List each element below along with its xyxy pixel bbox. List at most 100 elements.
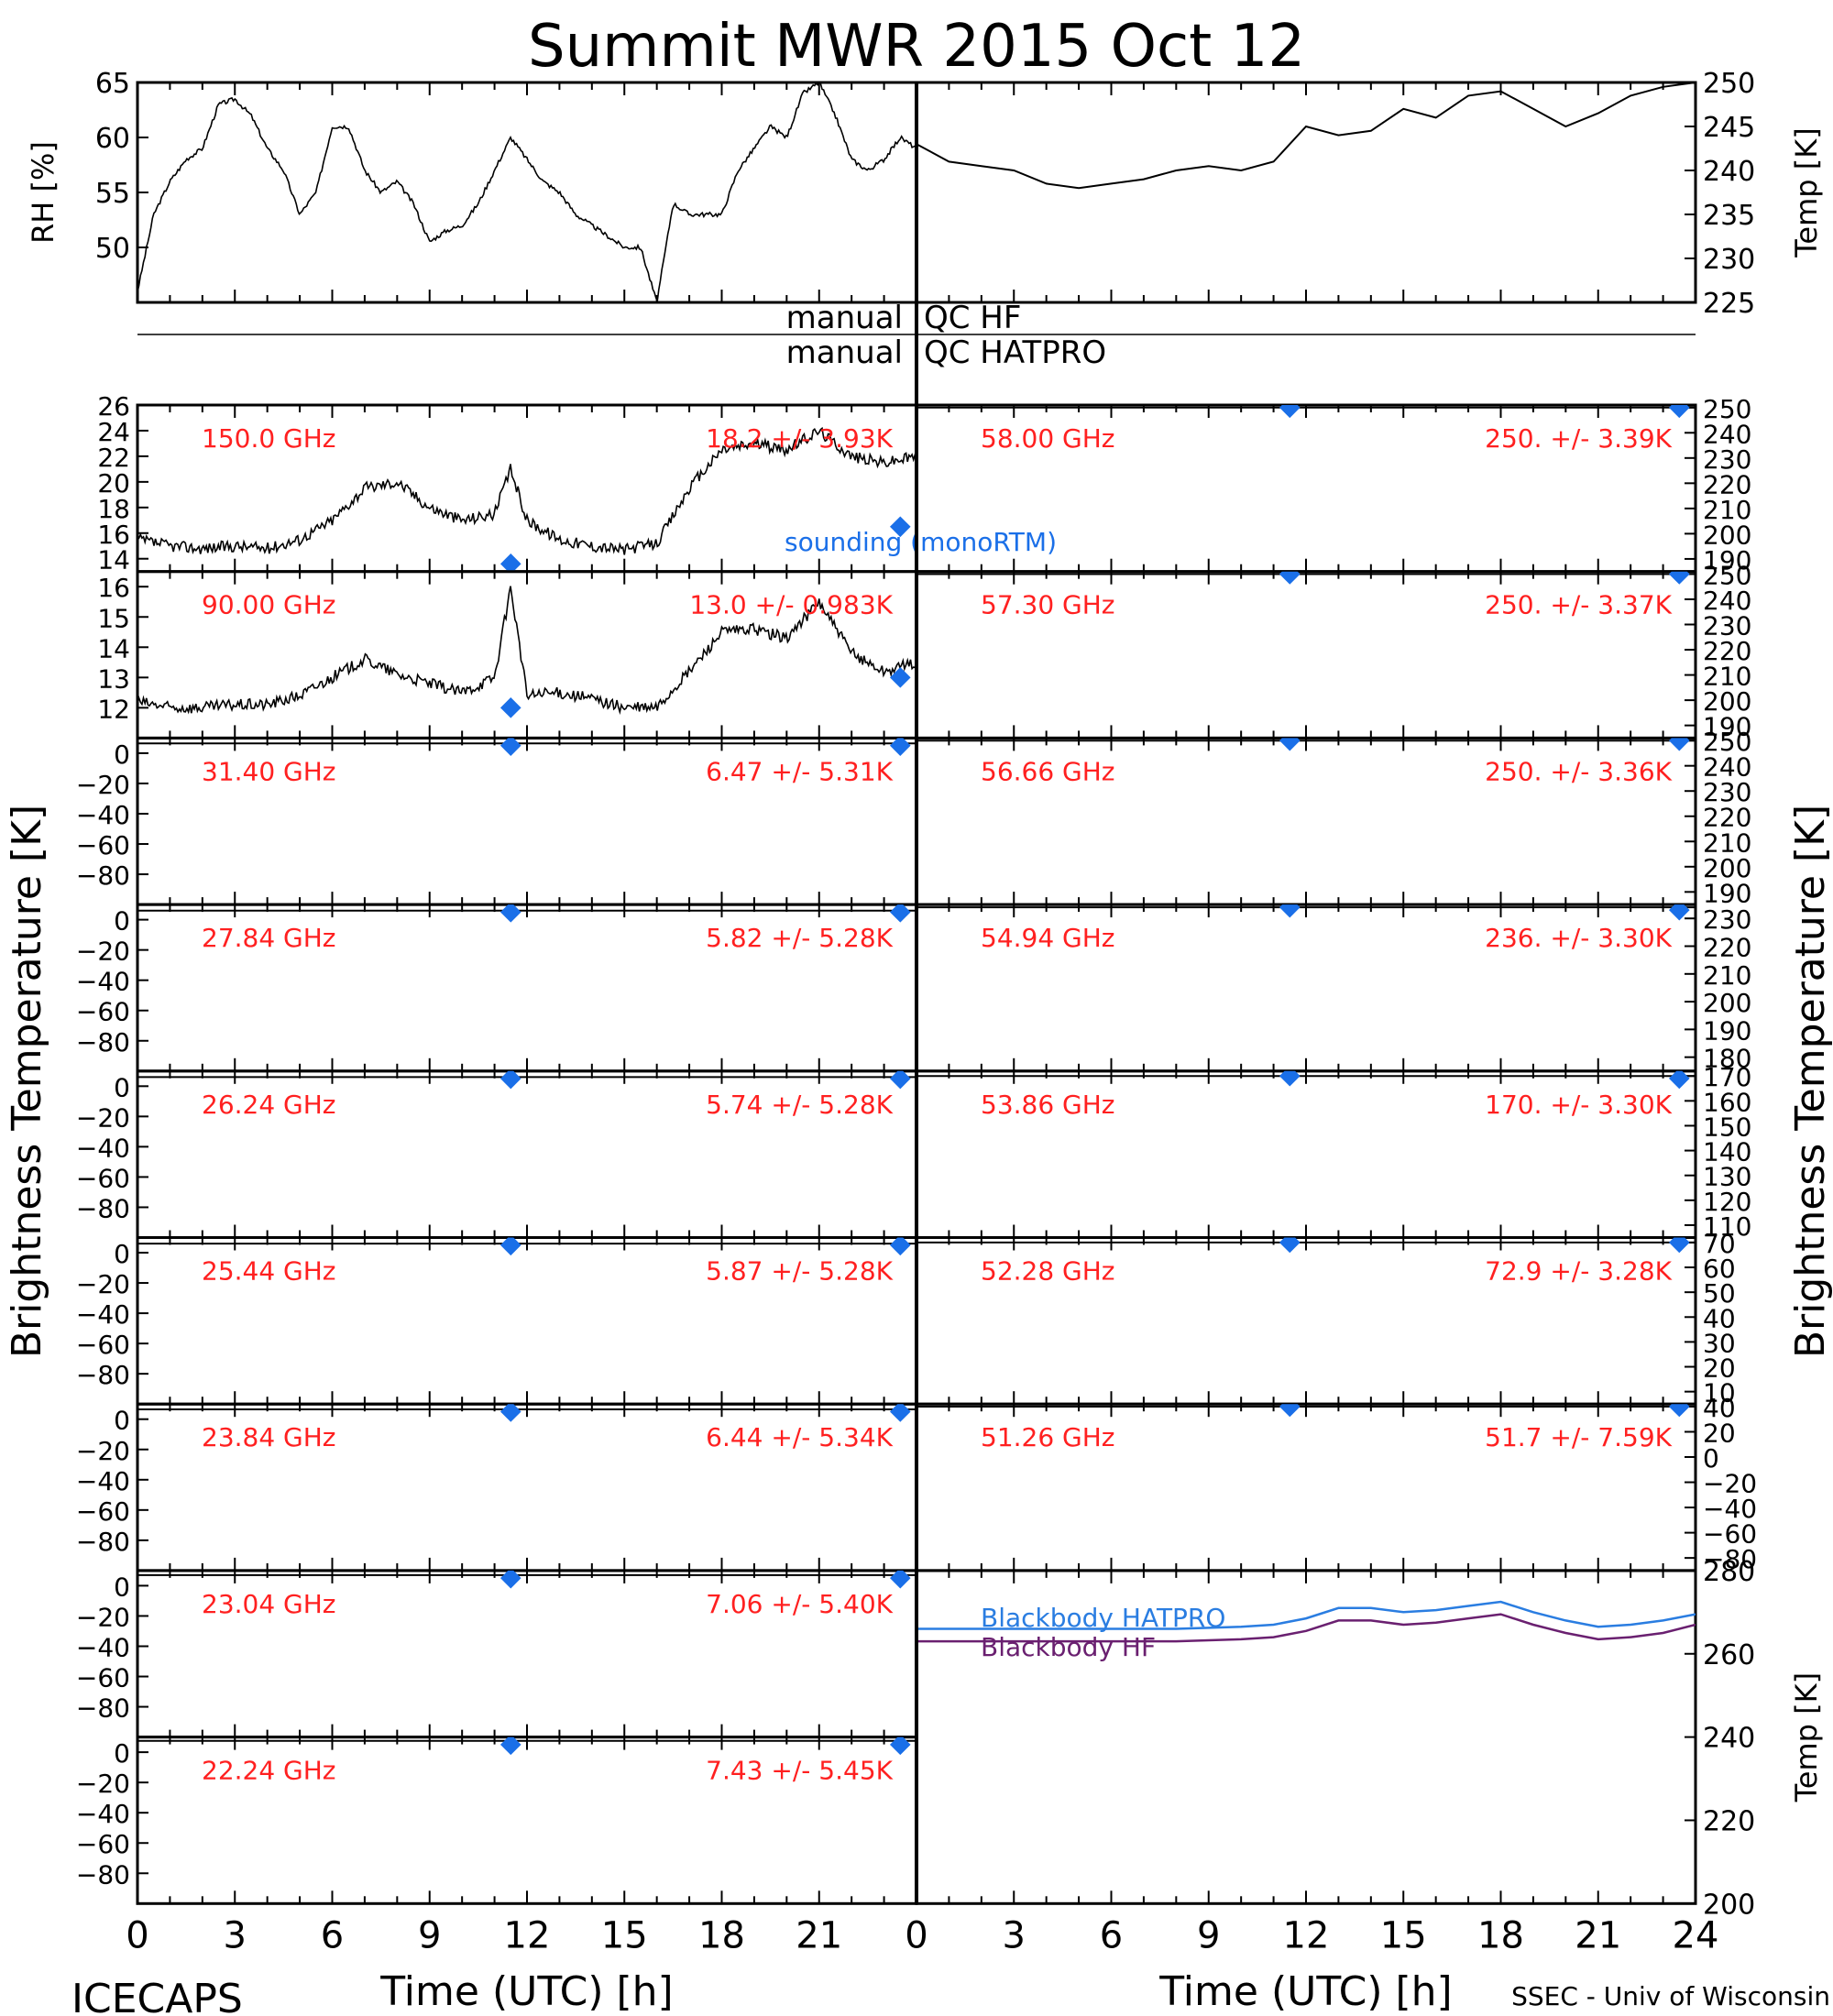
series-line — [137, 426, 916, 555]
y-tick-label: 65 — [95, 68, 130, 100]
x-tick-label: 6 — [321, 1914, 344, 1956]
y-tick-label: 200 — [1703, 853, 1751, 883]
panel-8: 0−20−40−60−80 23.84 GHz 6.44 +/- 5.34K — [76, 1402, 918, 1572]
x-tick-label: 9 — [1197, 1914, 1220, 1956]
sounding-point — [1279, 571, 1301, 585]
sounding-point — [1668, 571, 1690, 585]
y-tick-label: 190 — [1703, 545, 1751, 575]
y-tick-label: 14 — [97, 633, 130, 663]
y-tick-label: −20 — [76, 1269, 130, 1299]
channel-frequency: 150.0 GHz — [202, 423, 336, 454]
channel-stats: 5.82 +/- 5.28K — [706, 923, 893, 953]
figure-title: Summit MWR 2015 Oct 12 — [528, 13, 1305, 81]
y-tick-label: −80 — [76, 1027, 130, 1057]
y-tick-label: 60 — [95, 123, 130, 155]
channel-stats: 13.0 +/- 0.983K — [689, 590, 893, 620]
panel-data — [137, 586, 916, 718]
channel-frequency: 23.84 GHz — [202, 1422, 336, 1452]
sounding-point — [889, 667, 911, 688]
x-tick-label: 12 — [504, 1914, 551, 1956]
y-tick-label: 210 — [1703, 495, 1751, 525]
y-tick-label: 50 — [95, 233, 130, 265]
y-tick-label: 190 — [1703, 712, 1751, 742]
y-tick-label: −60 — [76, 1663, 130, 1693]
y-tick-label: −80 — [76, 1360, 130, 1390]
y-tick-label: 140 — [1703, 1137, 1751, 1167]
channel-frequency: 58.00 GHz — [981, 423, 1115, 454]
temp-axis-label: Temp [K] — [1789, 127, 1824, 257]
sounding-point — [889, 738, 911, 756]
y-tick-label: 120 — [1703, 1187, 1751, 1217]
y-tick-label: −80 — [1703, 1544, 1757, 1574]
y-tick-label: 12 — [97, 694, 130, 724]
panel-data — [916, 738, 1696, 751]
channel-stats: 51.7 +/- 7.59K — [1485, 1422, 1672, 1452]
y-tick-label: 240 — [1703, 156, 1755, 188]
qc-label-hatpro: QC HATPRO — [924, 334, 1106, 371]
y-tick-label: 250 — [1703, 560, 1751, 590]
y-tick-label: 26 — [97, 391, 130, 422]
sounding-point — [499, 904, 521, 923]
channel-stats: 6.44 +/- 5.34K — [706, 1422, 893, 1452]
temp-axis-label: Temp [K] — [1789, 1672, 1824, 1802]
channel-stats: 18.2 +/- 3.93K — [706, 423, 893, 454]
panel-data — [916, 1070, 1696, 1090]
panel-0: 50 55 60 65 RH [%] — [26, 68, 918, 304]
sounding-point — [1668, 738, 1690, 751]
y-tick-label: 0 — [114, 1572, 130, 1602]
y-tick-label: −60 — [76, 997, 130, 1027]
y-tick-label: 0 — [114, 1072, 130, 1102]
sounding-point — [1279, 904, 1301, 918]
y-tick-label: −20 — [1703, 1469, 1757, 1499]
panel-data — [137, 1070, 916, 1090]
y-tick-label: 250 — [1703, 394, 1751, 424]
y-tick-label: 235 — [1703, 200, 1755, 232]
x-tick-label: 0 — [905, 1914, 927, 1956]
y-tick-label: 220 — [1703, 803, 1751, 833]
panel-data — [916, 1404, 1696, 1418]
y-tick-label: −20 — [76, 1769, 130, 1799]
channel-frequency: 57.30 GHz — [981, 590, 1115, 620]
y-tick-label: 15 — [97, 603, 130, 633]
y-tick-label: 160 — [1703, 1087, 1751, 1117]
channel-frequency: 22.24 GHz — [202, 1756, 336, 1786]
y-tick-label: 260 — [1703, 1639, 1755, 1671]
panel-data — [916, 1237, 1696, 1254]
y-tick-label: 60 — [1703, 1254, 1736, 1284]
panel-data — [916, 1600, 1696, 1643]
x-tick-label: 18 — [1477, 1914, 1524, 1956]
y-tick-label: −60 — [76, 830, 130, 860]
qc-label-manual-hf: manual — [786, 300, 903, 336]
series-line — [916, 1600, 1696, 1630]
y-tick-label: −20 — [76, 1436, 130, 1466]
y-tick-label: 240 — [1703, 586, 1751, 616]
series-line — [916, 82, 1696, 190]
sounding-point — [889, 1070, 911, 1090]
y-tick-label: −80 — [76, 1859, 130, 1890]
y-tick-label: −40 — [76, 1632, 130, 1662]
sounding-point — [1279, 1237, 1301, 1254]
sounding-point — [889, 1237, 911, 1256]
y-tick-label: −60 — [1703, 1519, 1757, 1550]
sounding-point — [889, 1737, 911, 1756]
channel-frequency: 54.94 GHz — [981, 923, 1115, 953]
x-tick-label: 12 — [1283, 1914, 1330, 1956]
y-tick-label: 110 — [1703, 1211, 1751, 1242]
y-tick-label: 24 — [97, 417, 130, 447]
sounding-point — [889, 904, 911, 923]
y-tick-label: −80 — [76, 860, 130, 891]
y-tick-label: 40 — [1703, 1303, 1736, 1333]
left-y-label: Brightness Temperature [K] — [4, 805, 50, 1358]
y-tick-label: 220 — [1703, 933, 1751, 963]
y-tick-label: 22 — [97, 443, 130, 473]
y-tick-label: 200 — [1703, 686, 1751, 717]
panel-data — [137, 738, 916, 756]
y-tick-label: 0 — [114, 906, 130, 937]
sounding-point — [1279, 405, 1301, 419]
panel-data — [916, 405, 1696, 419]
y-tick-label: 0 — [114, 1406, 130, 1436]
